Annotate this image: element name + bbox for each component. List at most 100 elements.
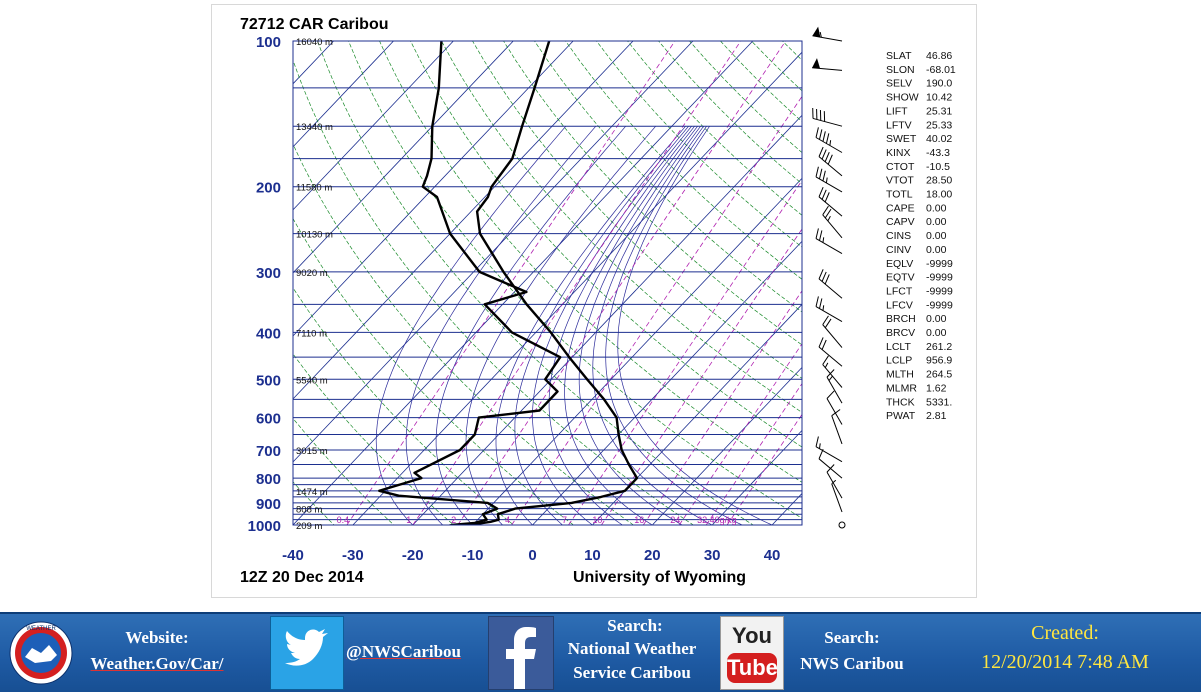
- index-value: 5331.: [926, 396, 952, 408]
- isotherm-line: [592, 303, 802, 525]
- footer-bar: WEATHER Website: Weather.Gov/Car/ @NWSCa…: [0, 612, 1201, 692]
- index-value: -10.5: [926, 161, 950, 173]
- facebook-icon[interactable]: [488, 616, 554, 690]
- height-label: 7110 m: [296, 328, 327, 339]
- wind-barb: [826, 369, 843, 404]
- index-value: -9999: [926, 285, 953, 297]
- index-name: EQLV: [886, 258, 913, 270]
- index-value: 261.2: [926, 341, 952, 353]
- mixing-ratio-line: [457, 41, 787, 525]
- nws-logo[interactable]: WEATHER: [8, 620, 74, 686]
- mixing-ratio-line: [678, 343, 802, 525]
- index-name: CTOT: [886, 161, 915, 173]
- mixing-ratio-label: 1: [406, 515, 411, 525]
- wind-barbs: [812, 26, 846, 529]
- height-label: 10130 m: [296, 230, 333, 241]
- created-date: 12/20/2014 7:48 AM: [981, 651, 1149, 673]
- facebook-search-line-2: Service Caribou: [573, 663, 691, 682]
- mixing-ratio-label: 7: [562, 515, 567, 525]
- isotherm-line: [652, 366, 802, 525]
- index-value: 28.50: [926, 175, 952, 187]
- dry-adiabat-line: [410, 41, 802, 448]
- twitter-icon[interactable]: [270, 616, 344, 690]
- dry-adiabat-line: [212, 41, 284, 535]
- index-value: 956.9: [926, 355, 952, 367]
- index-value: -9999: [926, 258, 953, 270]
- isotherm-line: [352, 51, 802, 525]
- wind-barb: [822, 205, 843, 239]
- index-value: -43.3: [926, 147, 950, 159]
- index-name: CAPV: [886, 216, 915, 228]
- index-value: 1.62: [926, 382, 947, 394]
- dry-adiabat-line: [348, 41, 802, 519]
- youtube-icon[interactable]: You Tube: [720, 616, 784, 690]
- pressure-tick-label: 800: [256, 471, 281, 488]
- wind-barb: [815, 127, 843, 153]
- wind-barb: [812, 107, 843, 127]
- isotherm-line: [293, 41, 634, 400]
- index-name: SELV: [886, 78, 912, 90]
- created-label: Created:: [1031, 622, 1099, 644]
- mixing-ratio-label: 4: [505, 515, 510, 525]
- facebook-search-label: Search:: [607, 616, 663, 635]
- dry-adiabat-line: [293, 417, 395, 525]
- pressure-tick-label: 300: [256, 265, 281, 282]
- index-value: 40.02: [926, 133, 952, 145]
- index-name: KINX: [886, 147, 911, 159]
- youtube-you: You: [732, 623, 772, 648]
- dry-adiabat-line: [293, 353, 455, 525]
- mixing-ratio-line: [412, 41, 742, 525]
- wind-barb: [831, 479, 843, 513]
- isotherm-line: [532, 240, 802, 525]
- temperature-tick-label: 30: [704, 547, 721, 564]
- index-name: LCLT: [886, 341, 911, 353]
- index-name: CAPE: [886, 202, 915, 214]
- isotherm-line: [472, 177, 802, 525]
- date-label: 12Z 20 Dec 2014: [240, 569, 364, 586]
- dry-adiabat-line: [317, 41, 754, 525]
- index-name: THCK: [886, 396, 915, 408]
- index-value: 0.00: [926, 202, 947, 214]
- wind-barb: [818, 187, 843, 217]
- mixing-ratio-line: [601, 228, 802, 525]
- index-value: 25.33: [926, 119, 952, 131]
- wind-barb: [818, 269, 843, 299]
- wind-barb: [818, 449, 843, 479]
- index-name: PWAT: [886, 410, 916, 422]
- pressure-tick-label: 200: [256, 180, 281, 197]
- height-label: 3015 m: [296, 446, 328, 457]
- dry-adiabat-line: [293, 217, 575, 525]
- wind-barb-calm: [838, 521, 846, 529]
- index-value: 0.00: [926, 313, 947, 325]
- height-label: 209 m: [296, 521, 322, 532]
- index-name: EQTV: [886, 272, 915, 284]
- index-name: BRCH: [886, 313, 916, 325]
- youtube-search-term: NWS Caribou: [800, 654, 904, 673]
- index-value: 25.31: [926, 105, 952, 117]
- temperature-tick-label: -20: [402, 547, 424, 564]
- wind-barb: [812, 26, 843, 42]
- mixing-ratio-line: [705, 382, 802, 525]
- mixing-ratio-label: 0.4: [337, 515, 350, 525]
- wind-barb: [826, 464, 843, 499]
- index-name: MLMR: [886, 382, 917, 394]
- dry-adiabat-line: [293, 143, 635, 525]
- dry-adiabat-line: [565, 41, 802, 280]
- dry-adiabat-line: [293, 481, 335, 525]
- wind-barb: [831, 409, 843, 445]
- height-label: 9020 m: [296, 268, 328, 279]
- temperature-tick-label: 0: [528, 547, 536, 564]
- wind-barb: [826, 390, 843, 425]
- twitter-handle[interactable]: @NWSCaribou: [346, 642, 461, 661]
- pressure-tick-label: 900: [256, 496, 281, 513]
- plot-area: [212, 41, 802, 535]
- wind-barb: [815, 228, 843, 255]
- index-value: -9999: [926, 299, 953, 311]
- moist-adiabat-line: [564, 125, 698, 525]
- height-label: 1474 m: [296, 487, 328, 498]
- wind-barb: [812, 58, 843, 71]
- index-name: TOTL: [886, 189, 913, 201]
- mixing-ratio-label: 40g/kg: [710, 515, 737, 525]
- website-link[interactable]: Weather.Gov/Car/: [90, 654, 224, 673]
